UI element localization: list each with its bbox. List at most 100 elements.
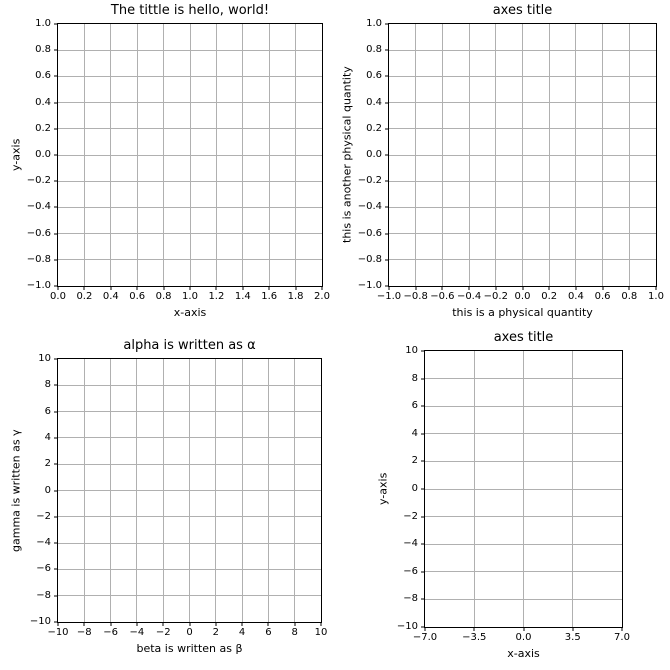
y-tick-mark bbox=[421, 626, 425, 628]
y-tick-label: 10 bbox=[405, 345, 418, 356]
x-tick-mark bbox=[321, 286, 323, 290]
gridline bbox=[389, 233, 656, 235]
x-tick-label: 0.0 bbox=[514, 291, 531, 302]
x-tick-mark bbox=[522, 286, 523, 290]
x-tick-label: 0.8 bbox=[621, 291, 638, 302]
x-tick-label: 0.2 bbox=[76, 291, 93, 302]
y-tick-label: 1.0 bbox=[35, 18, 51, 29]
y-tick-label: −0.4 bbox=[26, 201, 51, 213]
gridline bbox=[389, 102, 656, 104]
x-tick-mark bbox=[388, 286, 390, 290]
gridline bbox=[389, 128, 656, 130]
gridline bbox=[58, 490, 321, 491]
x-tick-label: −7.0 bbox=[412, 632, 438, 643]
x-tick-mark bbox=[655, 286, 657, 290]
x-axis-label: beta is written as β bbox=[136, 642, 243, 655]
y-tick-label: −0.4 bbox=[357, 201, 382, 213]
y-tick-label: −1.0 bbox=[357, 280, 382, 291]
y-tick-mark bbox=[385, 49, 389, 51]
y-tick-label: −2 bbox=[36, 510, 51, 522]
x-tick-mark bbox=[415, 286, 417, 290]
x-tick-label: 4 bbox=[238, 627, 246, 638]
y-tick-mark bbox=[54, 490, 58, 491]
y-tick-label: 6 bbox=[411, 400, 418, 412]
x-tick-label: 0.4 bbox=[102, 291, 119, 302]
y-tick-mark bbox=[421, 571, 425, 573]
y-tick-mark bbox=[385, 233, 389, 235]
plot-title: alpha is written as α bbox=[123, 337, 256, 353]
x-tick-label: 0.6 bbox=[594, 291, 611, 302]
y-tick-label: 0.0 bbox=[35, 149, 51, 160]
y-tick-mark bbox=[385, 128, 389, 130]
y-tick-mark bbox=[421, 350, 425, 352]
y-tick-label: −0.2 bbox=[357, 175, 382, 187]
y-tick-mark bbox=[54, 411, 58, 413]
gridline bbox=[58, 384, 321, 386]
x-tick-label: 0.0 bbox=[515, 632, 532, 643]
y-axis-label: y-axis bbox=[376, 472, 390, 506]
y-tick-mark bbox=[54, 154, 58, 156]
y-tick-label: 10 bbox=[38, 353, 51, 364]
y-tick-mark bbox=[54, 75, 58, 77]
plot-title: The tittle is hello, world! bbox=[110, 2, 270, 18]
x-tick-label: 3.5 bbox=[564, 632, 581, 643]
y-tick-label: 4 bbox=[411, 427, 418, 439]
y-tick-label: 0.4 bbox=[35, 96, 51, 108]
x-tick-label: −8 bbox=[76, 627, 92, 638]
y-tick-label: 0.6 bbox=[366, 70, 382, 82]
x-tick-label: −0.6 bbox=[430, 291, 455, 302]
y-tick-label: 0.8 bbox=[366, 44, 382, 56]
y-tick-mark bbox=[421, 433, 425, 435]
y-tick-label: −0.8 bbox=[357, 253, 382, 265]
x-tick-mark bbox=[495, 286, 497, 290]
gridline bbox=[58, 75, 322, 77]
y-tick-mark bbox=[421, 378, 425, 380]
x-tick-mark bbox=[136, 286, 138, 290]
x-tick-mark bbox=[83, 286, 85, 290]
y-tick-label: 2 bbox=[411, 455, 418, 467]
gridline bbox=[58, 128, 322, 130]
x-tick-label: −0.4 bbox=[456, 291, 482, 302]
gridline bbox=[58, 154, 322, 156]
y-tick-mark bbox=[54, 542, 58, 544]
y-tick-mark bbox=[385, 206, 389, 208]
x-tick-mark bbox=[468, 286, 470, 290]
y-tick-label: 0 bbox=[44, 484, 51, 496]
gridline bbox=[425, 598, 622, 600]
y-tick-mark bbox=[54, 102, 58, 104]
x-tick-label: 1.4 bbox=[234, 291, 251, 302]
y-tick-label: 6 bbox=[44, 405, 51, 417]
x-tick-mark bbox=[215, 622, 217, 626]
y-tick-label: −0.2 bbox=[26, 175, 51, 187]
x-tick-mark bbox=[628, 286, 630, 290]
y-tick-mark bbox=[385, 259, 389, 261]
y-tick-label: −6 bbox=[403, 565, 418, 577]
x-tick-label: 0.0 bbox=[50, 291, 66, 302]
y-tick-mark bbox=[54, 285, 58, 287]
x-tick-mark bbox=[83, 622, 85, 626]
y-axis-label: y-axis bbox=[9, 138, 23, 172]
x-tick-mark bbox=[320, 622, 322, 626]
gridline bbox=[389, 75, 656, 77]
x-tick-label: 0.2 bbox=[541, 291, 558, 302]
y-tick-label: 1.0 bbox=[366, 18, 382, 29]
y-tick-mark bbox=[385, 102, 389, 104]
y-tick-mark bbox=[54, 259, 58, 261]
x-tick-label: 7.0 bbox=[614, 632, 630, 643]
x-tick-mark bbox=[267, 622, 269, 626]
gridline bbox=[425, 488, 622, 490]
subplot-bottom-left: alpha is written as α gamma is written a… bbox=[9, 338, 327, 655]
y-tick-mark bbox=[421, 488, 425, 490]
gridline bbox=[58, 233, 322, 235]
x-tick-label: 0.4 bbox=[567, 291, 584, 302]
x-tick-label: −6 bbox=[103, 627, 118, 638]
gridline bbox=[425, 433, 622, 435]
gridline bbox=[58, 259, 322, 261]
y-tick-label: −2 bbox=[403, 510, 418, 522]
x-tick-mark bbox=[621, 627, 623, 631]
y-tick-label: 0.4 bbox=[366, 96, 382, 108]
gridline bbox=[58, 180, 322, 182]
y-tick-label: 0.2 bbox=[366, 122, 382, 134]
x-tick-mark bbox=[163, 286, 165, 290]
